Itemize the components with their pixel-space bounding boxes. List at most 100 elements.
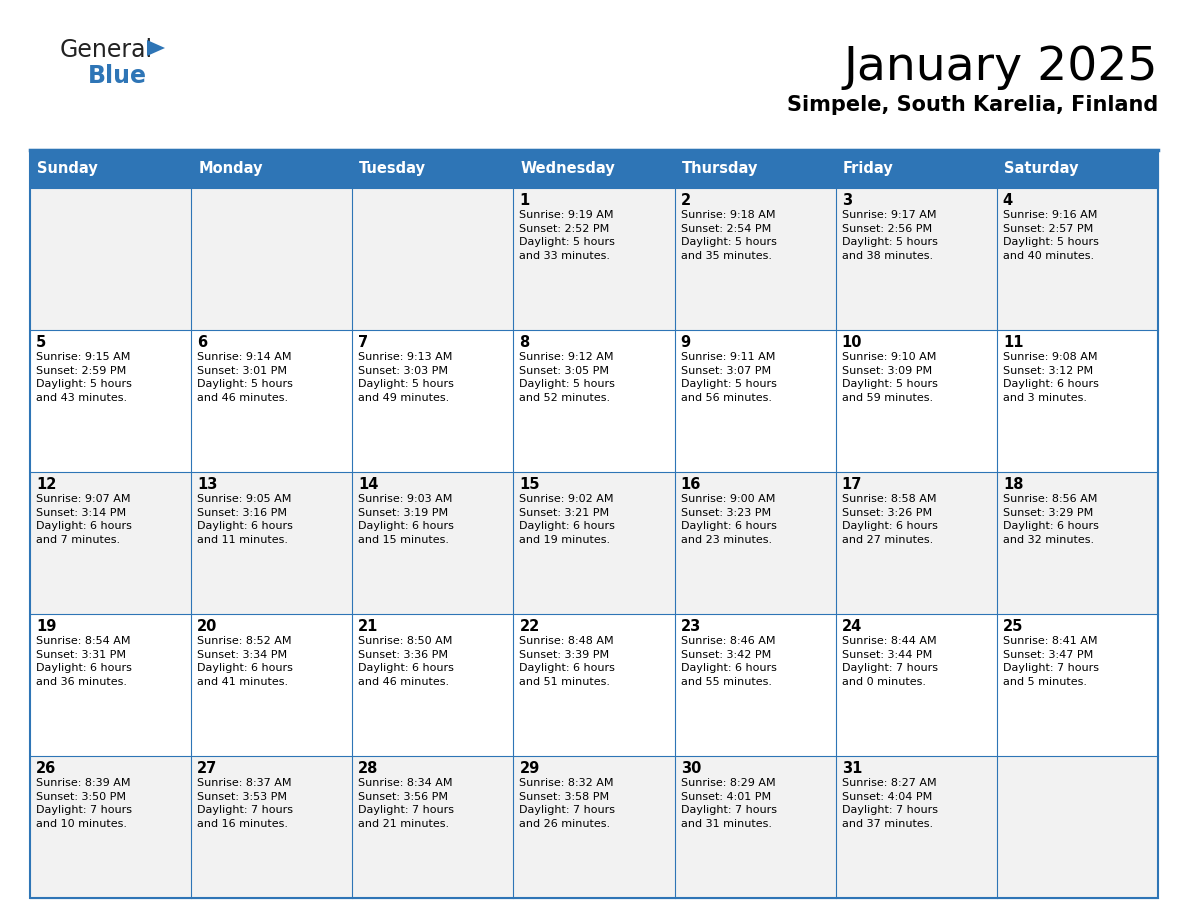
Bar: [353, 150, 513, 188]
Bar: [675, 614, 835, 756]
Text: Saturday: Saturday: [1004, 162, 1079, 176]
Text: 8: 8: [519, 335, 530, 350]
Text: Tuesday: Tuesday: [359, 162, 426, 176]
Text: Sunrise: 9:14 AM
Sunset: 3:01 PM
Daylight: 5 hours
and 46 minutes.: Sunrise: 9:14 AM Sunset: 3:01 PM Dayligh…: [197, 352, 293, 403]
Text: Sunrise: 8:58 AM
Sunset: 3:26 PM
Daylight: 6 hours
and 27 minutes.: Sunrise: 8:58 AM Sunset: 3:26 PM Dayligh…: [842, 494, 937, 544]
Text: Sunrise: 8:27 AM
Sunset: 4:04 PM
Daylight: 7 hours
and 37 minutes.: Sunrise: 8:27 AM Sunset: 4:04 PM Dayligh…: [842, 778, 937, 829]
Text: Thursday: Thursday: [682, 162, 758, 176]
Bar: [30, 756, 191, 898]
Text: Sunrise: 9:19 AM
Sunset: 2:52 PM
Daylight: 5 hours
and 33 minutes.: Sunrise: 9:19 AM Sunset: 2:52 PM Dayligh…: [519, 210, 615, 261]
Bar: [191, 756, 353, 898]
Text: Sunrise: 8:48 AM
Sunset: 3:39 PM
Daylight: 6 hours
and 51 minutes.: Sunrise: 8:48 AM Sunset: 3:39 PM Dayligh…: [519, 636, 615, 687]
Bar: [997, 614, 1158, 756]
Bar: [675, 756, 835, 898]
Text: Sunrise: 9:13 AM
Sunset: 3:03 PM
Daylight: 5 hours
and 49 minutes.: Sunrise: 9:13 AM Sunset: 3:03 PM Dayligh…: [359, 352, 454, 403]
Bar: [353, 472, 513, 614]
Text: 10: 10: [842, 335, 862, 350]
Text: 13: 13: [197, 477, 217, 492]
Bar: [675, 150, 835, 188]
Bar: [675, 472, 835, 614]
Text: Sunrise: 9:05 AM
Sunset: 3:16 PM
Daylight: 6 hours
and 11 minutes.: Sunrise: 9:05 AM Sunset: 3:16 PM Dayligh…: [197, 494, 293, 544]
Bar: [997, 472, 1158, 614]
Bar: [997, 330, 1158, 472]
Bar: [191, 150, 353, 188]
Text: Monday: Monday: [198, 162, 263, 176]
Text: 28: 28: [359, 761, 379, 776]
Text: Sunrise: 8:46 AM
Sunset: 3:42 PM
Daylight: 6 hours
and 55 minutes.: Sunrise: 8:46 AM Sunset: 3:42 PM Dayligh…: [681, 636, 777, 687]
Text: Sunday: Sunday: [37, 162, 97, 176]
Text: 9: 9: [681, 335, 690, 350]
Text: Sunrise: 8:34 AM
Sunset: 3:56 PM
Daylight: 7 hours
and 21 minutes.: Sunrise: 8:34 AM Sunset: 3:56 PM Dayligh…: [359, 778, 454, 829]
Text: 2: 2: [681, 193, 690, 208]
Bar: [835, 188, 997, 330]
Bar: [675, 188, 835, 330]
Text: 12: 12: [36, 477, 56, 492]
Bar: [30, 188, 191, 330]
Bar: [513, 614, 675, 756]
Text: Friday: Friday: [842, 162, 893, 176]
Bar: [353, 614, 513, 756]
Bar: [30, 472, 191, 614]
Text: 17: 17: [842, 477, 862, 492]
Bar: [513, 330, 675, 472]
Text: Sunrise: 9:12 AM
Sunset: 3:05 PM
Daylight: 5 hours
and 52 minutes.: Sunrise: 9:12 AM Sunset: 3:05 PM Dayligh…: [519, 352, 615, 403]
Text: Sunrise: 9:11 AM
Sunset: 3:07 PM
Daylight: 5 hours
and 56 minutes.: Sunrise: 9:11 AM Sunset: 3:07 PM Dayligh…: [681, 352, 777, 403]
Bar: [353, 330, 513, 472]
Text: 16: 16: [681, 477, 701, 492]
Text: January 2025: January 2025: [843, 45, 1158, 90]
Bar: [835, 330, 997, 472]
Text: Sunrise: 9:16 AM
Sunset: 2:57 PM
Daylight: 5 hours
and 40 minutes.: Sunrise: 9:16 AM Sunset: 2:57 PM Dayligh…: [1003, 210, 1099, 261]
Text: 7: 7: [359, 335, 368, 350]
Text: 29: 29: [519, 761, 539, 776]
Text: General: General: [61, 38, 153, 62]
Bar: [191, 188, 353, 330]
Bar: [835, 150, 997, 188]
Text: Sunrise: 8:37 AM
Sunset: 3:53 PM
Daylight: 7 hours
and 16 minutes.: Sunrise: 8:37 AM Sunset: 3:53 PM Dayligh…: [197, 778, 293, 829]
Text: Blue: Blue: [88, 64, 147, 88]
Bar: [191, 330, 353, 472]
Bar: [675, 330, 835, 472]
Text: Wednesday: Wednesday: [520, 162, 615, 176]
Bar: [513, 756, 675, 898]
Bar: [997, 756, 1158, 898]
Bar: [353, 188, 513, 330]
Bar: [191, 614, 353, 756]
Text: 26: 26: [36, 761, 56, 776]
Text: 22: 22: [519, 619, 539, 634]
Bar: [997, 188, 1158, 330]
Text: Sunrise: 8:44 AM
Sunset: 3:44 PM
Daylight: 7 hours
and 0 minutes.: Sunrise: 8:44 AM Sunset: 3:44 PM Dayligh…: [842, 636, 937, 687]
Text: Sunrise: 8:50 AM
Sunset: 3:36 PM
Daylight: 6 hours
and 46 minutes.: Sunrise: 8:50 AM Sunset: 3:36 PM Dayligh…: [359, 636, 454, 687]
Text: Sunrise: 9:02 AM
Sunset: 3:21 PM
Daylight: 6 hours
and 19 minutes.: Sunrise: 9:02 AM Sunset: 3:21 PM Dayligh…: [519, 494, 615, 544]
Text: Sunrise: 9:00 AM
Sunset: 3:23 PM
Daylight: 6 hours
and 23 minutes.: Sunrise: 9:00 AM Sunset: 3:23 PM Dayligh…: [681, 494, 777, 544]
Text: Sunrise: 8:39 AM
Sunset: 3:50 PM
Daylight: 7 hours
and 10 minutes.: Sunrise: 8:39 AM Sunset: 3:50 PM Dayligh…: [36, 778, 132, 829]
Bar: [835, 756, 997, 898]
Text: 25: 25: [1003, 619, 1023, 634]
Text: 27: 27: [197, 761, 217, 776]
Text: 19: 19: [36, 619, 56, 634]
Text: Simpele, South Karelia, Finland: Simpele, South Karelia, Finland: [786, 95, 1158, 115]
Text: Sunrise: 8:32 AM
Sunset: 3:58 PM
Daylight: 7 hours
and 26 minutes.: Sunrise: 8:32 AM Sunset: 3:58 PM Dayligh…: [519, 778, 615, 829]
Text: 18: 18: [1003, 477, 1023, 492]
Bar: [30, 150, 1158, 898]
Bar: [835, 472, 997, 614]
Text: Sunrise: 8:41 AM
Sunset: 3:47 PM
Daylight: 7 hours
and 5 minutes.: Sunrise: 8:41 AM Sunset: 3:47 PM Dayligh…: [1003, 636, 1099, 687]
Text: 4: 4: [1003, 193, 1013, 208]
Text: Sunrise: 9:15 AM
Sunset: 2:59 PM
Daylight: 5 hours
and 43 minutes.: Sunrise: 9:15 AM Sunset: 2:59 PM Dayligh…: [36, 352, 132, 403]
Bar: [513, 188, 675, 330]
Text: Sunrise: 8:56 AM
Sunset: 3:29 PM
Daylight: 6 hours
and 32 minutes.: Sunrise: 8:56 AM Sunset: 3:29 PM Dayligh…: [1003, 494, 1099, 544]
Text: 1: 1: [519, 193, 530, 208]
Text: 6: 6: [197, 335, 207, 350]
Bar: [191, 472, 353, 614]
Text: 5: 5: [36, 335, 46, 350]
Bar: [30, 150, 191, 188]
Bar: [997, 150, 1158, 188]
Text: 30: 30: [681, 761, 701, 776]
Text: Sunrise: 9:07 AM
Sunset: 3:14 PM
Daylight: 6 hours
and 7 minutes.: Sunrise: 9:07 AM Sunset: 3:14 PM Dayligh…: [36, 494, 132, 544]
Bar: [353, 756, 513, 898]
Text: 31: 31: [842, 761, 862, 776]
Text: 14: 14: [359, 477, 379, 492]
Text: Sunrise: 9:08 AM
Sunset: 3:12 PM
Daylight: 6 hours
and 3 minutes.: Sunrise: 9:08 AM Sunset: 3:12 PM Dayligh…: [1003, 352, 1099, 403]
Bar: [513, 472, 675, 614]
Text: Sunrise: 9:10 AM
Sunset: 3:09 PM
Daylight: 5 hours
and 59 minutes.: Sunrise: 9:10 AM Sunset: 3:09 PM Dayligh…: [842, 352, 937, 403]
Bar: [835, 614, 997, 756]
